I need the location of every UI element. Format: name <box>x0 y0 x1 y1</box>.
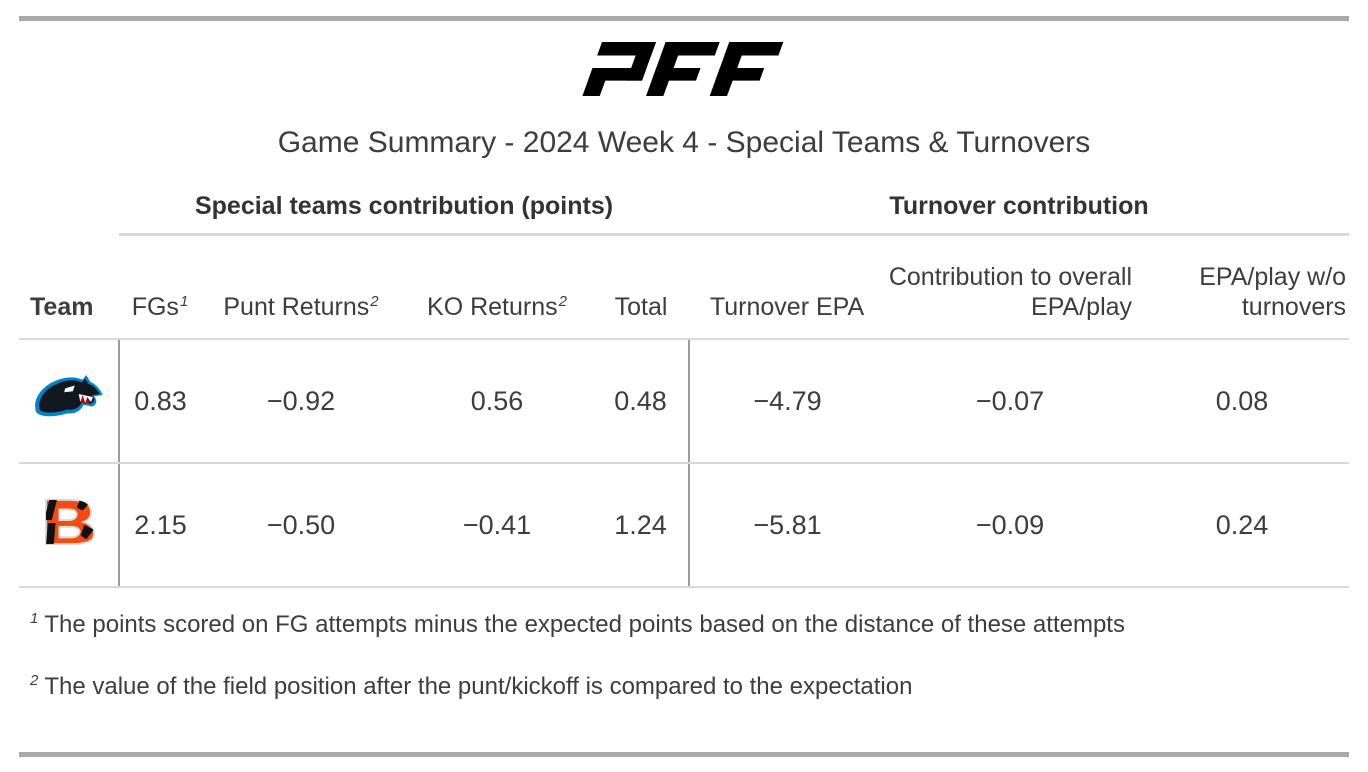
bengals-logo-icon <box>42 498 96 546</box>
col-header-contribution-overall: Contribution to overall EPA/play <box>885 234 1136 340</box>
cell-turnover-epa: −5.81 <box>688 463 886 588</box>
group-spacer <box>19 180 119 235</box>
pff-logo-icon <box>582 42 784 96</box>
cell-fgs: 2.15 <box>118 463 201 588</box>
footnote-1-text: The points scored on FG attempts minus t… <box>44 611 1125 638</box>
pff-letter-f1 <box>646 42 720 96</box>
panthers-logo-icon <box>34 374 104 422</box>
table-row-bengals: 2.15 −0.50 −0.41 1.24 −5.81 −0.09 0.24 <box>19 463 1350 588</box>
footnote-2-text: The value of the field position after th… <box>44 673 913 700</box>
table-row-panthers: 0.83 −0.92 0.56 0.48 −4.79 −0.07 0.08 <box>19 339 1350 464</box>
col-header-turnover-epa: Turnover EPA <box>689 234 886 340</box>
footnote-ref-2: 2 <box>370 292 379 310</box>
summary-table: Special teams contribution (points) Turn… <box>19 180 1350 588</box>
cell-total: 0.48 <box>593 339 690 464</box>
col-header-fgs: FGs1 <box>119 234 201 340</box>
header-logo-area <box>0 0 1368 98</box>
group-special-teams-label: Special teams contribution (points) <box>194 192 614 220</box>
cell-ko-returns: −0.41 <box>401 463 593 588</box>
footnote-ref-1: 1 <box>179 292 189 310</box>
col-header-punt-returns: Punt Returns2 <box>201 234 401 340</box>
footnote-2-marker: 2 <box>30 672 39 689</box>
cell-team-bengals <box>19 463 119 588</box>
footnote-ref-2: 2 <box>558 292 567 310</box>
col-header-total: Total <box>593 234 690 340</box>
column-header-row: Team FGs1 Punt Returns2 KO Returns2 Tota… <box>19 234 1350 340</box>
group-special-teams: Special teams contribution (points) <box>119 180 690 236</box>
cell-punt-returns: −0.92 <box>201 339 401 464</box>
cell-fgs: 0.83 <box>118 339 201 464</box>
cell-contribution-overall: −0.09 <box>885 463 1136 588</box>
top-rule-bar <box>19 16 1349 21</box>
footnote-1: 1 The points scored on FG attempts minus … <box>30 604 1368 640</box>
footnote-2: 2 The value of the field position after t… <box>30 666 1368 702</box>
cell-epa-wo-turnovers: 0.24 <box>1135 463 1350 588</box>
col-header-epa-wo-turnovers: EPA/play w/o turnovers <box>1135 234 1350 340</box>
cell-punt-returns: −0.50 <box>201 463 401 588</box>
col-header-team: Team <box>19 234 119 340</box>
cell-total: 1.24 <box>593 463 690 588</box>
cell-team-panthers <box>19 339 119 464</box>
pff-letter-p <box>582 42 657 96</box>
cell-contribution-overall: −0.07 <box>885 339 1136 464</box>
footnote-1-marker: 1 <box>30 610 39 627</box>
bottom-rule-bar <box>19 752 1349 757</box>
cell-turnover-epa: −4.79 <box>688 339 886 464</box>
group-turnover-label: Turnover contribution <box>889 192 1149 220</box>
footnotes: 1 The points scored on FG attempts minus … <box>30 604 1368 702</box>
cell-ko-returns: 0.56 <box>401 339 593 464</box>
cell-epa-wo-turnovers: 0.08 <box>1135 339 1350 464</box>
page-title: Game Summary - 2024 Week 4 - Special Tea… <box>277 126 1091 159</box>
group-header-row: Special teams contribution (points) Turn… <box>19 180 1350 236</box>
pff-letter-f2 <box>709 42 784 96</box>
group-turnover: Turnover contribution <box>689 180 1350 236</box>
col-header-ko-returns: KO Returns2 <box>401 234 593 340</box>
